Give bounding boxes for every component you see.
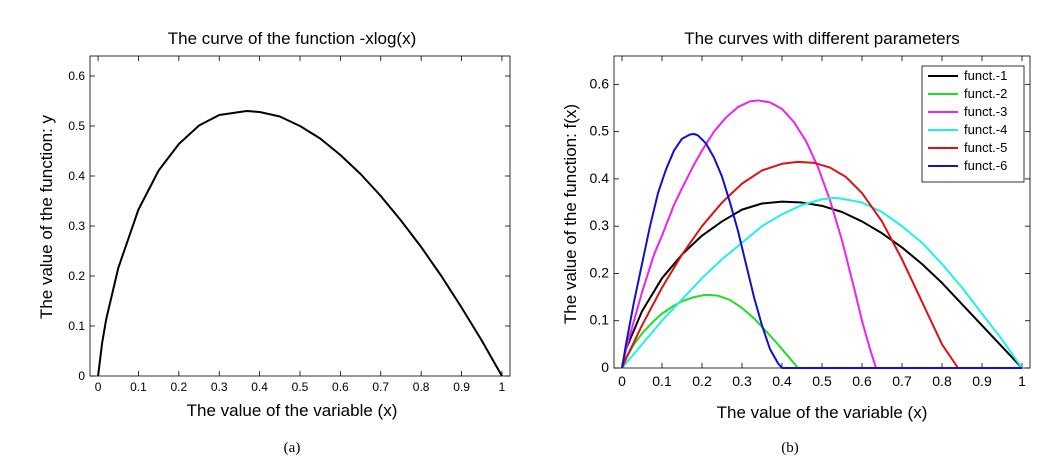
chart-b-legend-entry: funct.-6 [964, 158, 1007, 173]
chart-a-y-tick-label: 0 [78, 369, 85, 383]
chart-a-y-tick-label: 0.1 [68, 319, 85, 333]
chart-a-x-tick-label: 0.7 [372, 380, 389, 394]
chart-panel-a: The curve of the function -xlog(x) The v… [37, 29, 511, 456]
chart-b-x-tick-label: 0.6 [852, 373, 872, 389]
chart-a-series-line-1 [97, 110, 503, 377]
chart-b-x-tick-label: 0.8 [932, 373, 952, 389]
chart-b-y-tick-label: 0.3 [590, 217, 610, 233]
chart-a-y-axis-label: The value of the function: y [37, 114, 56, 319]
chart-a-y-tick-label: 0.3 [68, 219, 85, 233]
chart-a-x-tick-label: 0 [95, 380, 102, 394]
chart-b-y-tick-label: 0.5 [590, 123, 610, 139]
chart-b-x-tick-label: 0.7 [892, 373, 912, 389]
chart-b-y-tick-label: 0.6 [590, 75, 610, 91]
chart-b-x-tick-label: 0.9 [972, 373, 992, 389]
chart-a-x-tick-label: 0.3 [211, 380, 228, 394]
chart-b-y-axis-label: The value of the function: f(x) [561, 104, 580, 324]
chart-a-x-tick-label: 0.5 [292, 380, 309, 394]
chart-a-x-tick-label: 1 [499, 380, 506, 394]
chart-a-x-tick-label: 0.9 [453, 380, 470, 394]
chart-b-x-tick-label: 0.1 [652, 373, 672, 389]
chart-a-x-axis-label: The value of the variable (x) [187, 401, 398, 420]
chart-a-y-tick-label: 0.4 [68, 169, 85, 183]
chart-b-legend-entry: funct.-5 [964, 140, 1007, 155]
chart-b-x-tick-label: 0 [618, 373, 626, 389]
chart-b-legend-entry: funct.-3 [964, 104, 1007, 119]
chart-b-x-tick-label: 1 [1018, 373, 1026, 389]
chart-b-x-tick-label: 0.5 [812, 373, 832, 389]
chart-b-x-tick-label: 0.2 [692, 373, 712, 389]
chart-a-plot-area: 0 0.1 0.2 0.3 0.4 0.5 0.6 0.7 0.8 0.9 1 0 0.1 0.2 0.3 0… [68, 55, 511, 394]
chart-a-y-tick-label: 0.5 [68, 119, 85, 133]
chart-b-y-tick-label: 0.1 [590, 312, 610, 328]
chart-b-legend-box [921, 65, 1025, 183]
chart-b-y-tick-label: 0 [601, 359, 609, 375]
chart-a-x-tick-label: 0.8 [413, 380, 430, 394]
chart-a-x-tick-label: 0.2 [171, 380, 188, 394]
chart-a-axes-box [89, 55, 511, 377]
chart-a-x-tick-label: 0.6 [332, 380, 349, 394]
chart-panel-b: The curves with different parameters The… [561, 29, 1031, 456]
chart-b-caption: (b) [781, 440, 799, 456]
chart-b-x-tick-label: 0.3 [732, 373, 752, 389]
chart-b-legend-entry: funct.-1 [964, 68, 1007, 83]
chart-b-x-tick-label: 0.4 [772, 373, 792, 389]
chart-a-x-tick-label: 0.1 [130, 380, 147, 394]
chart-b-legend-entry: funct.-2 [964, 86, 1007, 101]
chart-b-plot-area: 0 0.1 0.2 0.3 0.4 0.5 0.6 0.7 0.8 0.9 1 0 0.1 0.2 0.3 0… [590, 55, 1031, 389]
chart-a-y-tick-label: 0.6 [68, 69, 85, 83]
chart-b-series-line-1 [621, 200, 1023, 369]
chart-b-series-line-5 [621, 160, 1022, 369]
chart-a-caption: (a) [284, 440, 301, 456]
chart-b-x-axis-label: The value of the variable (x) [717, 403, 928, 422]
chart-b-y-tick-label: 0.4 [590, 170, 610, 186]
chart-b-legend-entry: funct.-4 [964, 122, 1007, 137]
chart-b-series-line-4 [621, 196, 1023, 369]
chart-b-series-line-6 [621, 133, 1022, 369]
chart-a-title: The curve of the function -xlog(x) [168, 29, 417, 48]
chart-a-y-tick-label: 0.2 [68, 269, 85, 283]
chart-b-series-line-3 [621, 99, 1022, 369]
chart-b-title: The curves with different parameters [684, 29, 960, 48]
chart-b-y-tick-label: 0.2 [590, 264, 610, 280]
chart-a-x-tick-label: 0.4 [251, 380, 268, 394]
